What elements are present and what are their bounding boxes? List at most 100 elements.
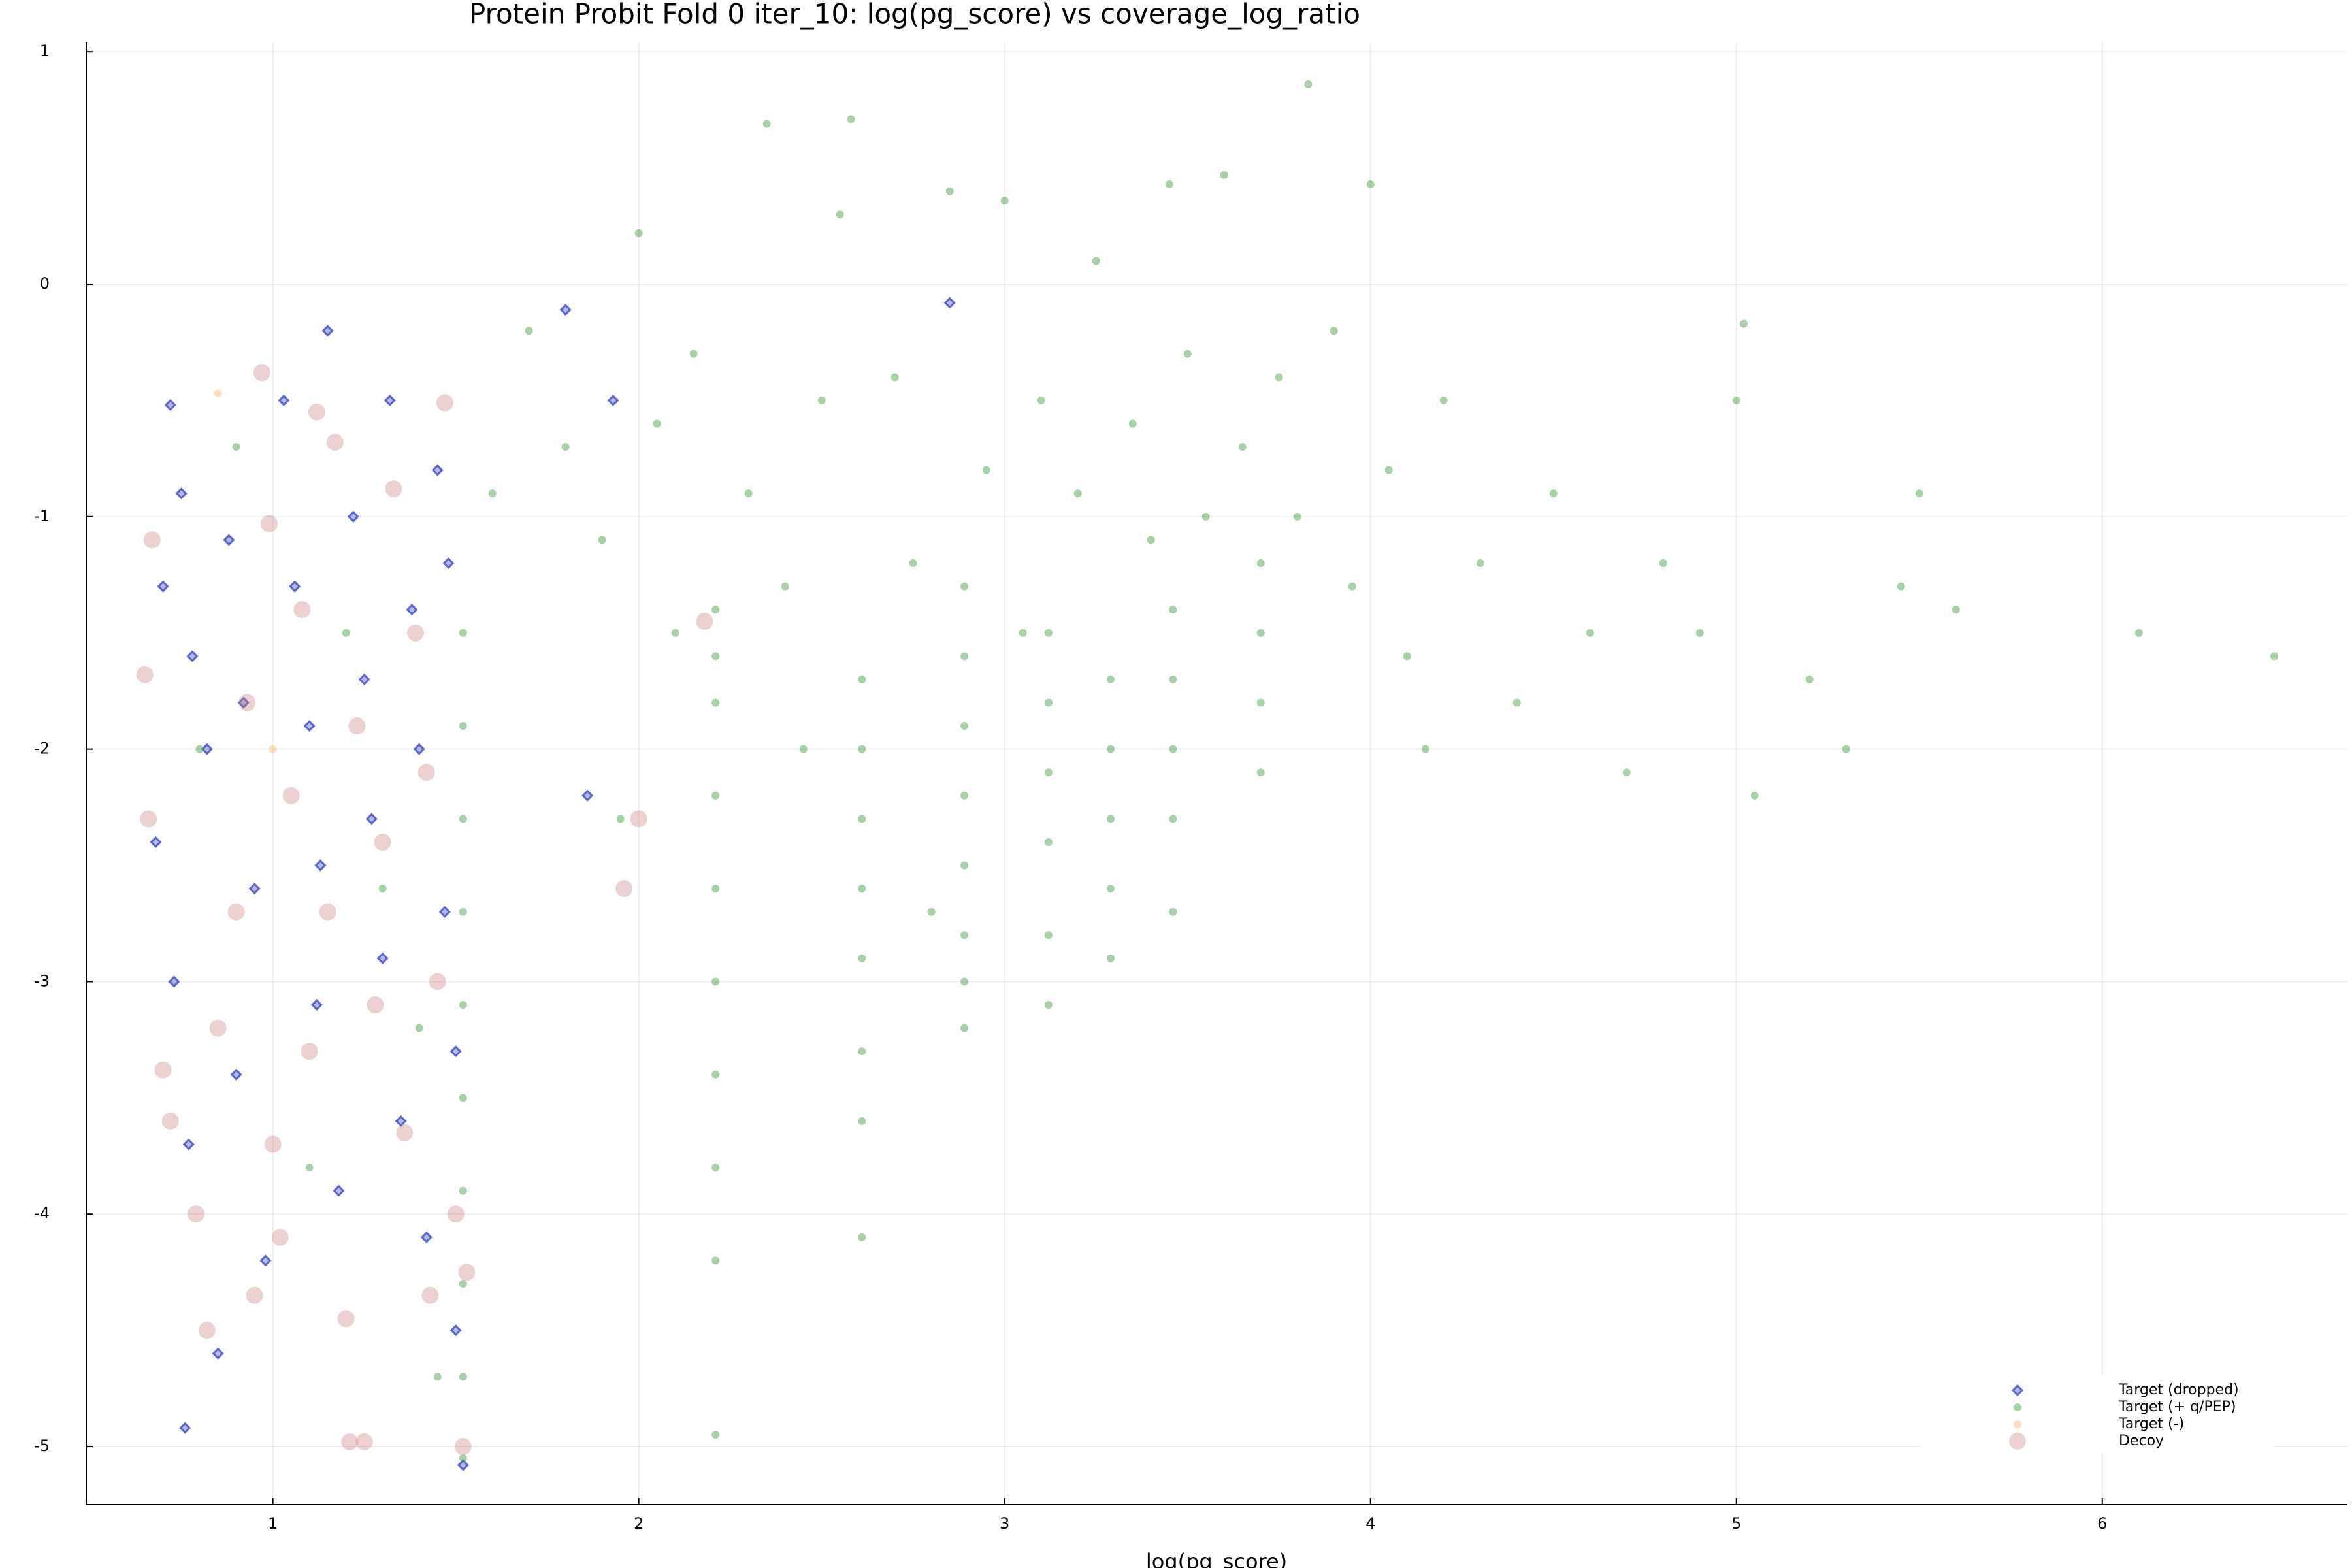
point (308, 403, 325, 421)
legend-label: Decoy (2119, 1433, 2164, 1449)
point (1044, 931, 1053, 939)
point (847, 115, 855, 123)
point (960, 1024, 969, 1032)
point (1256, 629, 1265, 637)
point (1348, 582, 1356, 591)
point (1586, 629, 1594, 637)
point (1165, 180, 1173, 189)
point (337, 1310, 355, 1328)
point (201, 743, 213, 755)
point (154, 1061, 172, 1079)
point (525, 327, 533, 335)
point (436, 394, 453, 412)
point (319, 903, 336, 921)
point (607, 394, 619, 407)
point (374, 833, 391, 851)
point (1805, 675, 1814, 683)
point (305, 1164, 314, 1172)
point (367, 996, 384, 1014)
point (271, 1228, 289, 1246)
point (1622, 768, 1631, 777)
point (209, 1019, 227, 1037)
point (140, 810, 157, 828)
point (711, 885, 720, 893)
point (960, 861, 969, 870)
point (248, 883, 261, 895)
point (342, 629, 350, 637)
point (762, 120, 771, 128)
point (598, 536, 606, 544)
legend-marker (2011, 1384, 2024, 1397)
point (157, 580, 169, 593)
point (1169, 907, 1177, 916)
point (161, 1112, 179, 1130)
point (817, 396, 826, 404)
point (1073, 489, 1082, 498)
point (1000, 196, 1009, 204)
y-tick-label: -2 (34, 740, 50, 758)
point (1915, 489, 1923, 498)
point (1256, 559, 1265, 567)
point (581, 789, 594, 802)
point (943, 297, 956, 309)
point (143, 531, 161, 549)
point (223, 534, 235, 546)
legend-label: Target (-) (2118, 1416, 2184, 1432)
point (1549, 489, 1558, 498)
legend-label: Target (dropped) (2118, 1382, 2239, 1398)
point (711, 1256, 720, 1265)
point (488, 489, 497, 498)
point (326, 433, 344, 451)
point (781, 582, 789, 591)
point (227, 903, 245, 921)
point (186, 650, 199, 662)
point (1044, 698, 1053, 707)
point (232, 443, 240, 451)
point (2270, 652, 2278, 661)
point (459, 815, 467, 823)
point (711, 791, 720, 800)
point (459, 1094, 467, 1102)
point (378, 885, 387, 893)
point (711, 652, 720, 661)
point (689, 350, 698, 358)
point (858, 1047, 866, 1056)
point (1842, 745, 1850, 753)
plot-area (136, 80, 2278, 1471)
point (711, 1431, 720, 1439)
point (214, 389, 222, 398)
point (1293, 512, 1301, 521)
point (384, 394, 396, 407)
point (858, 954, 866, 962)
point (376, 952, 389, 964)
point (459, 1373, 467, 1381)
point (1044, 768, 1053, 777)
point (347, 510, 359, 523)
point (459, 1454, 467, 1462)
point (858, 815, 866, 823)
point (1107, 954, 1115, 962)
point (459, 907, 467, 916)
point (168, 975, 180, 988)
point (264, 1135, 282, 1153)
point (175, 487, 188, 500)
point (1044, 629, 1053, 637)
y-tick-label: -3 (34, 972, 50, 990)
point (711, 1164, 720, 1172)
point (1256, 698, 1265, 707)
point (1275, 373, 1283, 382)
point (909, 559, 917, 567)
point (314, 859, 327, 872)
point (960, 652, 969, 661)
legend-marker (2009, 1433, 2026, 1450)
point (858, 1233, 866, 1241)
point (269, 745, 277, 753)
point (261, 515, 278, 532)
point (442, 557, 455, 570)
point (433, 1373, 442, 1381)
point (982, 466, 990, 474)
point (459, 1279, 467, 1288)
point (396, 1124, 414, 1141)
point (559, 304, 572, 316)
point (1304, 80, 1313, 89)
